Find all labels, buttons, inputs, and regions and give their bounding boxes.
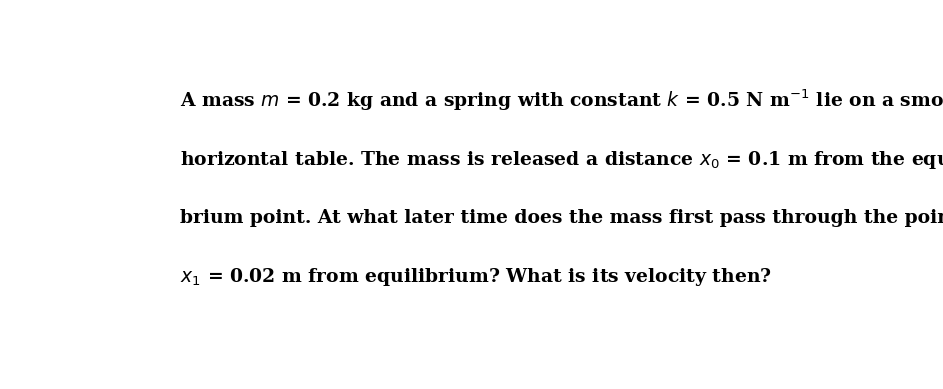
Text: A mass $\mathit{m}$ = 0.2 kg and a spring with constant $\mathit{k}$ = 0.5 N m$^: A mass $\mathit{m}$ = 0.2 kg and a sprin…: [180, 87, 943, 112]
Text: $\mathit{x}_1$ = 0.02 m from equilibrium? What is its velocity then?: $\mathit{x}_1$ = 0.02 m from equilibrium…: [180, 266, 772, 288]
Text: horizontal table. The mass is released a distance $\mathit{x}_0$ = 0.1 m from th: horizontal table. The mass is released a…: [180, 149, 943, 171]
Text: brium point. At what later time does the mass first pass through the point: brium point. At what later time does the…: [180, 209, 943, 228]
